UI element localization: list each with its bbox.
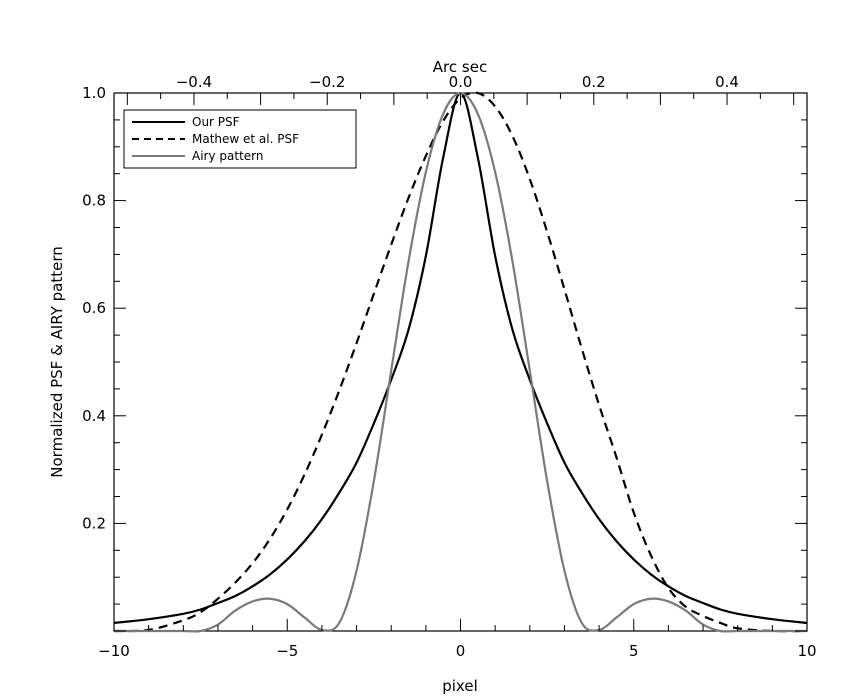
y-tick-label: 0.2 xyxy=(82,514,106,532)
top-tick-label: −0.2 xyxy=(309,73,345,91)
x-tick-label: 10 xyxy=(797,642,816,660)
series-line-our-psf xyxy=(113,91,808,625)
y-tick-label: 0.8 xyxy=(82,192,106,210)
legend-label-mathew-psf: Mathew et al. PSF xyxy=(192,132,299,146)
legend-label-airy: Airy pattern xyxy=(192,149,263,163)
top-tick-label: −0.4 xyxy=(176,73,212,91)
y-tick-label: 1.0 xyxy=(82,84,106,102)
x-tick-label: 0 xyxy=(456,642,466,660)
x-axis-title: pixel xyxy=(442,677,478,695)
x-tick-label: −5 xyxy=(276,642,298,660)
y-axis-title: Normalized PSF & AIRY pattern xyxy=(48,246,66,477)
top-tick-label: 0.4 xyxy=(715,73,739,91)
plot-frame xyxy=(113,92,808,632)
top-tick-label: 0.2 xyxy=(582,73,606,91)
series-layer xyxy=(113,91,808,633)
series-line-airy-pattern xyxy=(113,91,807,633)
y-tick-label: 0.4 xyxy=(82,407,106,425)
legend: Our PSF Mathew et al. PSF Airy pattern xyxy=(123,109,357,169)
tick-labels-layer: −10 −5 0 5 10 −0.4 −0.2 0.0 0.2 0.4 0.2 0.4 0.6 0.8 1.… xyxy=(82,73,816,660)
x-tick-label: 5 xyxy=(629,642,639,660)
legend-label-our-psf: Our PSF xyxy=(192,115,240,129)
top-tick-label: 0.0 xyxy=(449,73,473,91)
series-line-mathew-et-al-psf xyxy=(113,91,808,633)
ticks-layer xyxy=(113,92,808,632)
y-tick-label: 0.6 xyxy=(82,299,106,317)
top-axis-title: Arc sec xyxy=(433,58,487,76)
x-tick-label: −10 xyxy=(98,642,130,660)
